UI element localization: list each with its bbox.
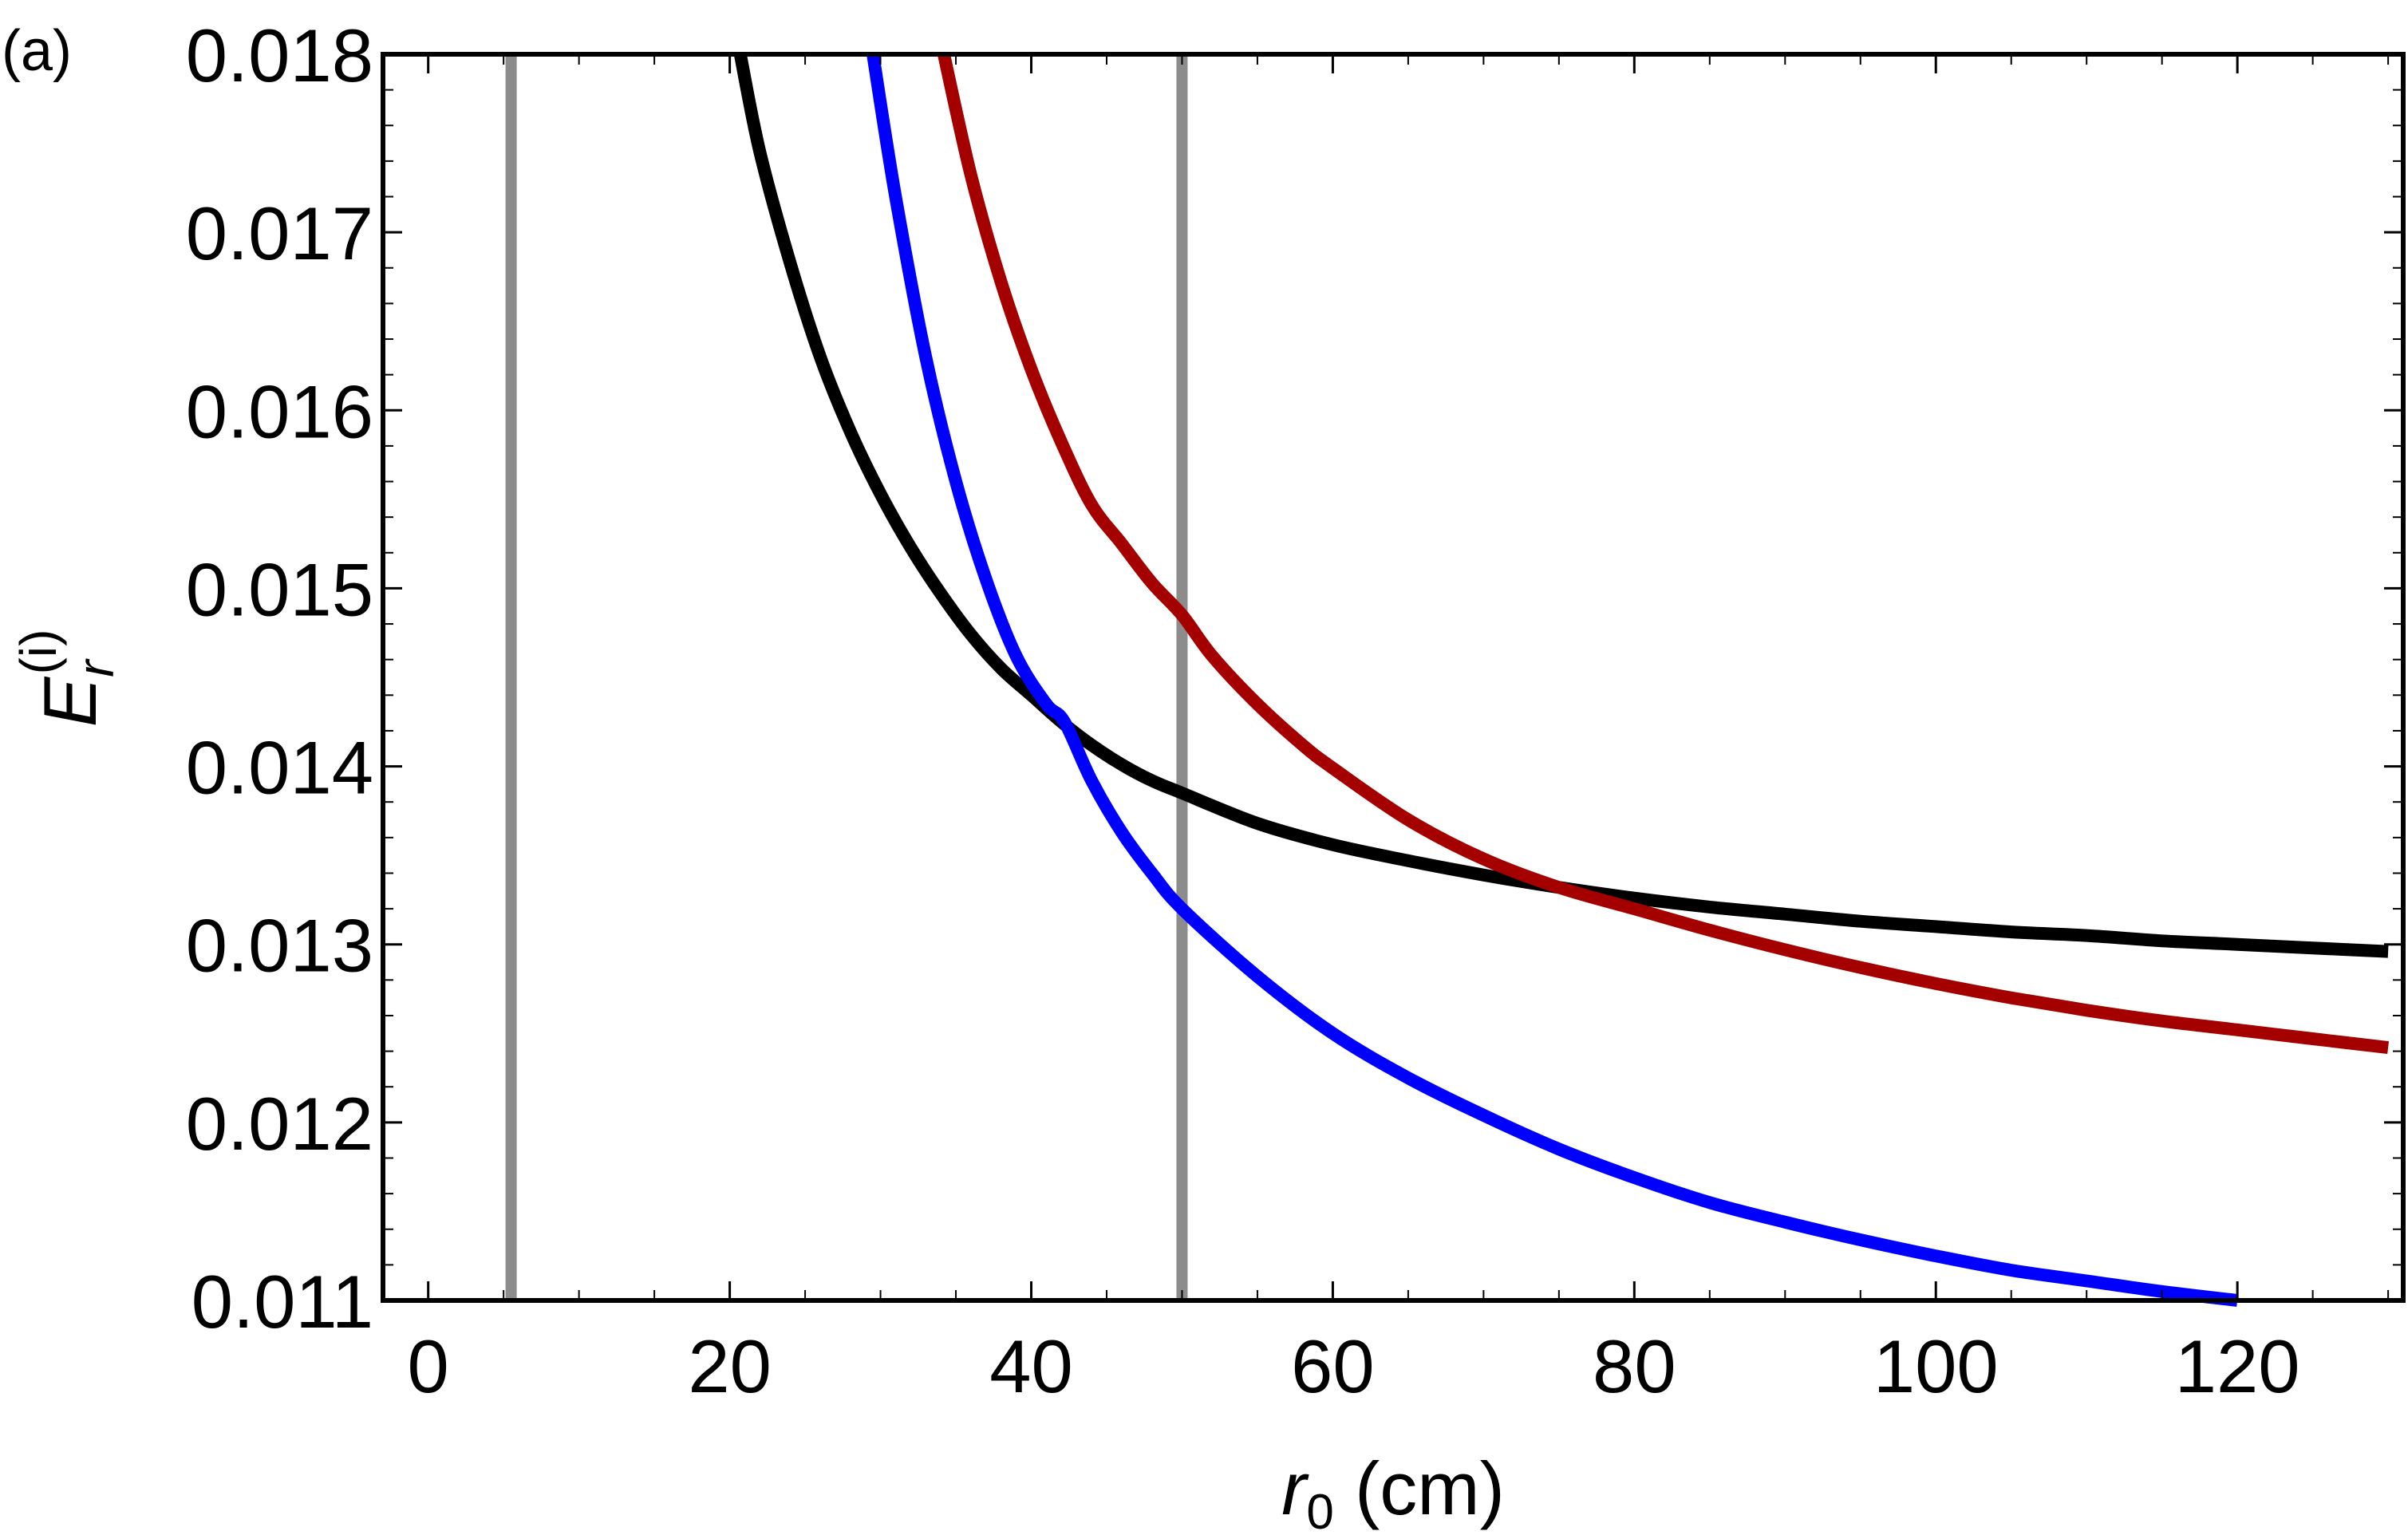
series-line-blue [866, 53, 2239, 1307]
series-line-dark-red [938, 53, 2390, 1055]
x-tick-label: 0 [408, 1324, 449, 1408]
y-tick-label: 0.014 [186, 726, 373, 810]
plot-frame [381, 52, 2406, 1303]
x-axis-label-sub: 0 [1306, 1485, 1333, 1539]
svg-text:Er(i): Er(i) [10, 629, 124, 728]
panel-label: (a) [2, 19, 72, 83]
x-tick-label: 20 [688, 1324, 772, 1408]
y-tick-labels: 0.011 0.012 0.013 0.014 0.015 0.016 0.017 0.018 [186, 14, 373, 1344]
x-tick-label: 80 [1593, 1324, 1676, 1408]
axis-ticks [383, 53, 2403, 1302]
x-axis-label: r0 (cm) [1281, 1446, 1505, 1539]
y-axis-label-sub: r [67, 658, 124, 677]
y-axis-label-sup: (i) [10, 629, 67, 675]
x-tick-label: 40 [989, 1324, 1073, 1408]
y-tick-label: 0.017 [186, 191, 373, 275]
x-axis-label-units: (cm) [1334, 1446, 1505, 1530]
x-tick-label: 60 [1291, 1324, 1375, 1408]
series-layer [733, 53, 2390, 1307]
y-tick-label: 0.016 [186, 369, 373, 453]
y-axis-label: Er(i) [10, 629, 124, 728]
reference-lines [505, 54, 1188, 1300]
y-tick-label: 0.012 [186, 1082, 373, 1166]
x-axis-label-main: r [1281, 1446, 1309, 1530]
y-tick-label: 0.013 [186, 904, 373, 988]
x-tick-label: 100 [1873, 1324, 1999, 1408]
y-tick-label: 0.015 [186, 547, 373, 631]
x-tick-labels: 0 20 40 60 80 100 120 [408, 1324, 2300, 1408]
y-axis-label-main: E [28, 676, 112, 727]
x-tick-label: 120 [2175, 1324, 2300, 1408]
y-tick-label: 0.018 [186, 14, 373, 97]
y-tick-label: 0.011 [191, 1260, 373, 1344]
series-line-black [733, 53, 2389, 958]
